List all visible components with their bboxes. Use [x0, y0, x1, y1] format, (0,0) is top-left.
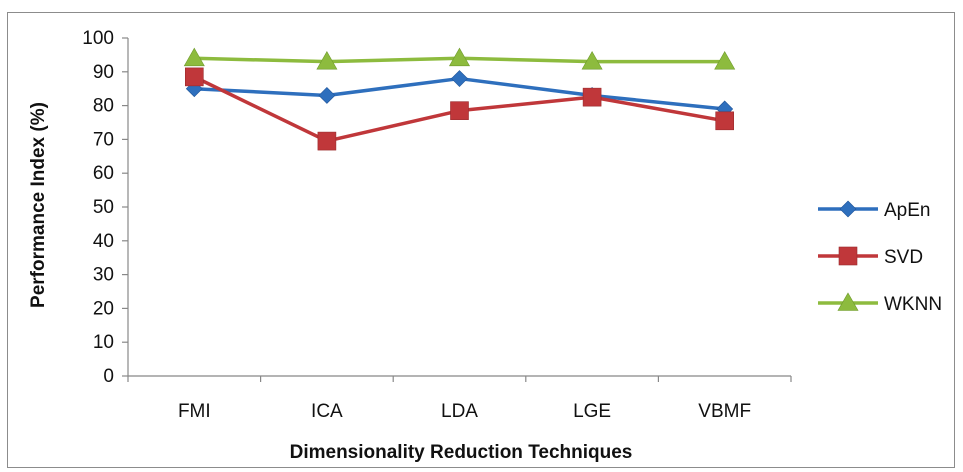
legend-item-apen: ApEn — [818, 200, 930, 221]
series-wknn — [183, 47, 736, 70]
legend-item-wknn: WKNN — [818, 292, 942, 315]
x-tick-label: VBMF — [698, 401, 751, 422]
x-tick-label: ICA — [311, 401, 343, 422]
legend-item-svd: SVD — [818, 246, 923, 268]
data-point — [185, 67, 204, 87]
data-point — [316, 51, 338, 70]
y-tick-label: 0 — [103, 366, 114, 387]
y-tick-label: 20 — [93, 298, 114, 319]
legend-label: WKNN — [884, 294, 942, 315]
y-tick-label: 50 — [93, 197, 114, 218]
axes — [122, 37, 792, 382]
legend-marker — [838, 246, 858, 266]
legend-marker — [837, 292, 859, 311]
x-axis-title: Dimensionality Reduction Techniques — [290, 442, 633, 463]
data-point — [183, 47, 205, 67]
y-tick-label: 70 — [93, 129, 114, 150]
data-point — [451, 70, 468, 87]
x-tick-label: LDA — [441, 401, 478, 422]
y-tick-label: 10 — [93, 332, 114, 353]
legend-label: SVD — [884, 247, 923, 268]
data-point — [450, 101, 469, 120]
y-tick-label: 30 — [93, 265, 114, 286]
legend-marker — [839, 200, 857, 218]
y-tick-label: 100 — [82, 28, 114, 49]
data-point — [318, 87, 336, 104]
y-tick-label: 80 — [93, 96, 114, 117]
x-tick-labels: FMI ICA LDA LGE VBMF — [178, 401, 751, 422]
y-axis-title: Performance Index (%) — [28, 102, 49, 308]
data-point — [448, 47, 471, 67]
x-tick-label: FMI — [178, 401, 211, 422]
legend: ApEn SVD WKNN — [818, 200, 942, 315]
x-tick-label: LGE — [573, 401, 611, 422]
series-svd — [185, 67, 735, 151]
y-tick-label: 40 — [93, 231, 114, 252]
y-tick-label: 60 — [93, 163, 114, 184]
data-point — [714, 51, 736, 70]
chart-frame — [7, 12, 955, 468]
series-layer — [183, 47, 736, 151]
data-point — [582, 87, 602, 107]
data-point — [715, 111, 735, 131]
legend-label: ApEn — [884, 200, 930, 221]
y-tick-label: 90 — [93, 62, 114, 83]
data-point — [581, 51, 603, 70]
data-point — [317, 131, 337, 151]
y-tick-labels: 0 10 20 30 40 50 60 70 80 90 100 — [82, 28, 114, 387]
